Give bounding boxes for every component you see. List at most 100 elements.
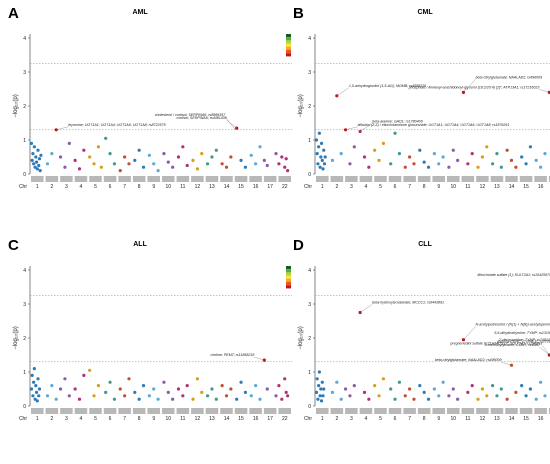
data-point bbox=[141, 165, 146, 169]
y-tick-label: 0 bbox=[23, 172, 26, 178]
chromosome-block bbox=[31, 408, 44, 414]
data-point bbox=[505, 397, 509, 401]
data-point bbox=[45, 162, 50, 166]
data-point bbox=[88, 368, 92, 372]
chromosome-block bbox=[359, 408, 373, 414]
chromosome-label: 15 bbox=[523, 184, 529, 190]
chromosome-label: 1 bbox=[321, 416, 324, 422]
chromosome-block bbox=[417, 176, 431, 182]
annotation-leader bbox=[542, 345, 550, 356]
data-point bbox=[543, 152, 547, 156]
chromosome-label: 13 bbox=[209, 184, 215, 190]
chromosome-block bbox=[505, 408, 518, 414]
data-point bbox=[58, 387, 63, 391]
data-point bbox=[476, 165, 480, 169]
chromosome-block bbox=[176, 408, 190, 414]
chromosome-label: 6 bbox=[109, 184, 112, 190]
data-point bbox=[319, 387, 323, 391]
chromosome-label: 3 bbox=[350, 184, 353, 190]
data-point bbox=[96, 145, 101, 149]
data-point bbox=[520, 155, 524, 159]
chromosome-block bbox=[461, 176, 475, 182]
y-tick-label: 1 bbox=[308, 370, 311, 376]
chromosome-block bbox=[89, 176, 102, 182]
data-point bbox=[397, 380, 402, 384]
chromosome-block bbox=[147, 408, 160, 414]
data-point bbox=[181, 145, 185, 149]
data-point bbox=[239, 380, 243, 384]
y-tick-label: 1 bbox=[308, 138, 311, 144]
data-point bbox=[528, 387, 533, 391]
chromosome-label: 8 bbox=[423, 184, 426, 190]
chromosome-block bbox=[74, 176, 88, 182]
annotation-label: cortisol; SERPINA6; rs4481436 bbox=[177, 116, 227, 120]
data-point bbox=[82, 373, 86, 377]
data-point bbox=[534, 158, 538, 162]
data-point bbox=[441, 380, 445, 384]
data-point bbox=[34, 160, 39, 164]
chr-axis-label: Chr bbox=[19, 416, 27, 422]
y-tick-label: 3 bbox=[308, 302, 311, 308]
data-point bbox=[319, 141, 324, 145]
data-point bbox=[499, 165, 503, 169]
annotation-label: phosphate / linoleoyl-arachidonoyl-glyce… bbox=[408, 85, 540, 89]
legend-color-swatch bbox=[286, 53, 291, 57]
data-point bbox=[200, 390, 204, 394]
chromosome-label: 12 bbox=[480, 416, 486, 422]
data-point bbox=[495, 152, 499, 156]
data-point bbox=[520, 384, 524, 388]
data-point bbox=[220, 162, 224, 166]
annotation-label: gamma-CEHC; CYP4F11; rs2108622 bbox=[497, 340, 550, 344]
chromosome-label: 5 bbox=[94, 184, 97, 190]
chromosome-label: 17 bbox=[267, 184, 273, 190]
chromosome-label: 3 bbox=[350, 416, 353, 422]
chromosome-label: 8 bbox=[423, 416, 426, 422]
data-point bbox=[451, 387, 455, 391]
panel-label: A bbox=[8, 5, 19, 22]
chromosome-label: 11 bbox=[465, 184, 470, 190]
y-tick-label: 3 bbox=[23, 70, 26, 76]
data-point bbox=[426, 165, 431, 169]
data-point bbox=[37, 394, 41, 398]
data-point bbox=[418, 148, 422, 152]
chromosome-block bbox=[191, 408, 204, 414]
chromosome-label: 1 bbox=[321, 184, 324, 190]
chromosome-block bbox=[278, 408, 291, 414]
data-point bbox=[249, 394, 253, 398]
chromosome-label: 7 bbox=[408, 184, 411, 190]
data-point bbox=[147, 153, 151, 157]
chromosome-block bbox=[60, 176, 73, 182]
data-point bbox=[82, 148, 86, 152]
data-point bbox=[249, 153, 253, 157]
chromosome-block bbox=[432, 408, 445, 414]
data-point bbox=[214, 397, 218, 401]
y-tick-label: 0 bbox=[23, 404, 26, 410]
data-point bbox=[38, 169, 42, 173]
data-point bbox=[254, 384, 258, 388]
data-point bbox=[152, 162, 156, 166]
data-point bbox=[33, 397, 37, 401]
data-point bbox=[220, 384, 224, 388]
data-point bbox=[254, 162, 258, 166]
data-point bbox=[284, 157, 288, 161]
annotation-leader bbox=[360, 123, 373, 132]
data-point bbox=[118, 169, 122, 173]
data-point bbox=[441, 155, 445, 159]
data-point bbox=[330, 390, 335, 394]
chromosome-label: 13 bbox=[209, 416, 215, 422]
y-axis-label: −log₁₀(p) bbox=[13, 326, 19, 349]
legend-color-swatch bbox=[286, 285, 291, 289]
data-point bbox=[31, 152, 35, 156]
chromosome-label: 11 bbox=[180, 184, 185, 190]
y-axis-label: −log₁₀(p) bbox=[298, 326, 304, 349]
data-point bbox=[29, 387, 34, 391]
chromosome-label: 10 bbox=[165, 416, 171, 422]
data-point bbox=[528, 145, 533, 149]
chromosome-label: 14 bbox=[224, 184, 230, 190]
data-point bbox=[104, 136, 108, 140]
data-point bbox=[33, 165, 37, 169]
y-tick-label: 2 bbox=[308, 104, 311, 110]
data-point bbox=[432, 387, 436, 391]
data-point bbox=[77, 167, 82, 171]
chromosome-block bbox=[316, 408, 329, 414]
